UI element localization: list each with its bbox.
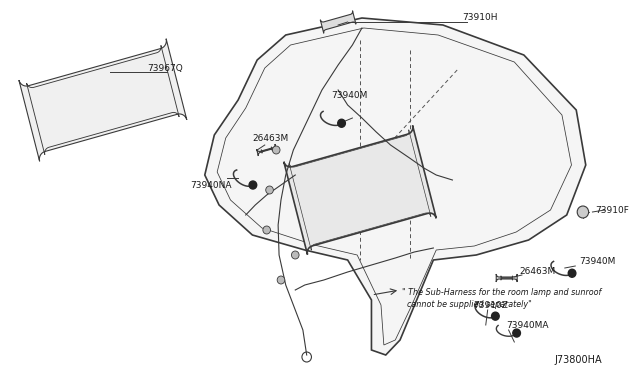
Circle shape xyxy=(249,181,257,189)
Circle shape xyxy=(277,276,285,284)
Text: 73940NA: 73940NA xyxy=(191,180,232,189)
Polygon shape xyxy=(205,18,586,355)
Circle shape xyxy=(577,206,589,218)
Circle shape xyxy=(338,119,346,127)
Polygon shape xyxy=(284,125,436,254)
Text: 73940M: 73940M xyxy=(332,90,368,99)
Circle shape xyxy=(492,312,499,320)
Circle shape xyxy=(263,226,271,234)
Polygon shape xyxy=(257,144,276,156)
Text: 73967Q: 73967Q xyxy=(148,64,184,73)
Circle shape xyxy=(568,269,576,277)
Circle shape xyxy=(513,329,520,337)
Text: cannot be supplied separately": cannot be supplied separately" xyxy=(402,300,532,309)
Text: 73940MA: 73940MA xyxy=(507,321,549,330)
Circle shape xyxy=(291,251,299,259)
Circle shape xyxy=(273,146,280,154)
Text: 73910H: 73910H xyxy=(462,13,497,22)
Text: 26463M: 26463M xyxy=(252,134,289,142)
Text: 26463M: 26463M xyxy=(519,267,556,276)
Text: 73910Z: 73910Z xyxy=(474,301,508,310)
Polygon shape xyxy=(19,39,187,161)
Polygon shape xyxy=(496,274,517,282)
Text: 73940M: 73940M xyxy=(579,257,616,266)
Polygon shape xyxy=(320,11,356,33)
Text: 73910F: 73910F xyxy=(595,205,629,215)
Circle shape xyxy=(266,186,273,194)
Text: " The Sub-Harness for the room lamp and sunroof: " The Sub-Harness for the room lamp and … xyxy=(402,288,602,297)
Text: J73800HA: J73800HA xyxy=(554,355,602,365)
